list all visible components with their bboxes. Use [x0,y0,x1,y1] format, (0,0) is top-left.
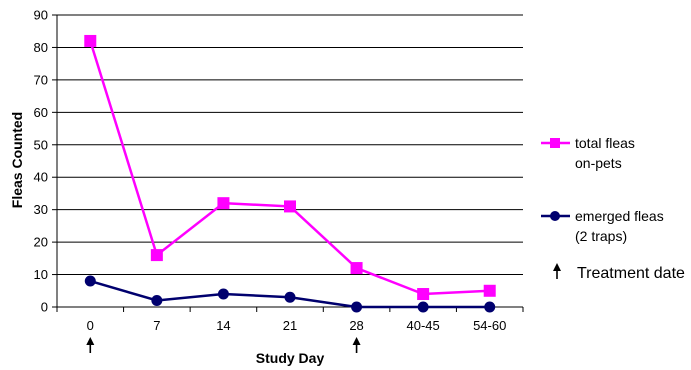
legend-label: on-pets [575,155,622,171]
data-point [84,34,97,47]
y-tick-label: 60 [34,105,48,120]
x-axis-title: Study Day [256,350,325,366]
data-point [417,288,430,301]
data-point [150,249,163,262]
legend-label: emerged fleas [575,208,664,224]
gridlines [57,14,523,276]
treatment-arrows [86,337,361,353]
data-point [217,288,229,300]
y-tick-label: 70 [34,72,48,87]
x-tick-labels: 0 7 14 21 28 40-45 54-60 [87,318,507,333]
data-point [417,301,429,313]
x-tick-label: 14 [216,318,230,333]
y-tick-label: 90 [34,8,48,23]
x-tick-label: 40-45 [407,318,440,333]
arrow-head [553,263,561,271]
legend-label: Treatment date [577,265,685,282]
data-point [351,301,363,313]
x-tick-label: 21 [283,318,297,333]
legend-label: total fleas [575,135,635,151]
y-tick-label: 40 [34,170,48,185]
legend: total fleas on-pets emerged fleas (2 traps)… [541,135,685,282]
arrow-up-icon [553,263,561,279]
legend-marker [550,211,560,221]
y-axis-title: Fleas Counted [9,112,25,208]
data-series [84,34,496,313]
data-point [151,295,163,307]
y-tick-label: 50 [34,137,48,152]
data-point [284,200,296,213]
series-emerged-fleas [84,275,496,313]
treatment-arrow-icon [86,337,95,353]
x-tick-label: 7 [153,318,160,333]
data-point [284,291,296,303]
series-total-fleas [84,34,496,301]
y-tick-label: 0 [41,300,48,315]
legend-item-emerged-fleas: emerged fleas (2 traps) [541,208,664,244]
data-point [84,275,96,287]
legend-marker [550,138,560,148]
legend-item-treatment-date: Treatment date [553,263,685,282]
x-tick-label: 28 [349,318,363,333]
data-point [350,262,363,275]
y-tick-labels: 0 10 20 30 40 50 60 70 80 90 [34,8,48,315]
series-line [89,40,490,296]
arrow-head [352,337,361,345]
data-point [483,284,496,297]
y-tick-label: 10 [34,267,48,282]
legend-label: (2 traps) [575,228,627,244]
y-tick-label: 30 [34,202,48,217]
x-tick-label: 0 [87,318,94,333]
axes [52,14,524,312]
arrow-head [86,337,95,345]
legend-item-total-fleas: total fleas on-pets [541,135,635,171]
x-tick-label: 54-60 [473,318,506,333]
treatment-arrow-icon [352,337,361,353]
y-tick-label: 20 [34,235,48,250]
data-point [217,197,230,210]
data-point [484,301,496,313]
y-tick-label: 80 [34,40,48,55]
